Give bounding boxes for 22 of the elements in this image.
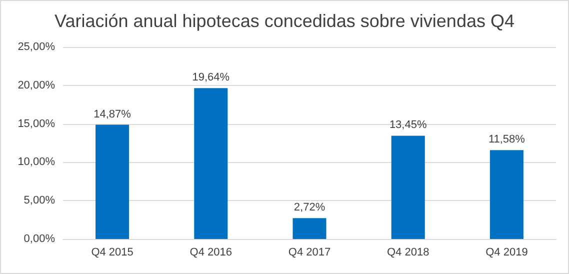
y-tick-label: 0,00%: [24, 233, 56, 245]
x-tick-label: Q4 2018: [387, 246, 430, 258]
y-tick-label: 15,00%: [18, 118, 56, 130]
chart-title: Variación anual hipotecas concedidas sobre viviendas Q4: [54, 11, 514, 31]
x-tick-label: Q4 2016: [190, 246, 232, 258]
data-label: 14,87%: [94, 108, 132, 120]
x-tick-label: Q4 2017: [288, 246, 331, 258]
bar: [194, 88, 228, 239]
data-label: 19,64%: [192, 72, 230, 84]
bar: [292, 218, 326, 239]
y-tick-label: 25,00%: [18, 41, 56, 53]
data-label: 13,45%: [389, 119, 427, 132]
bar: [490, 150, 524, 239]
y-tick-label: 5,00%: [24, 194, 56, 207]
data-label: 2,72%: [294, 202, 326, 214]
x-tick-label: Q4 2015: [91, 246, 134, 258]
x-tick-label: Q4 2019: [486, 246, 528, 258]
bar: [96, 124, 130, 239]
data-label: 11,58%: [488, 134, 526, 146]
y-tick-label: 20,00%: [18, 79, 56, 92]
y-tick-label: 10,00%: [18, 156, 56, 168]
bar: [391, 136, 425, 239]
